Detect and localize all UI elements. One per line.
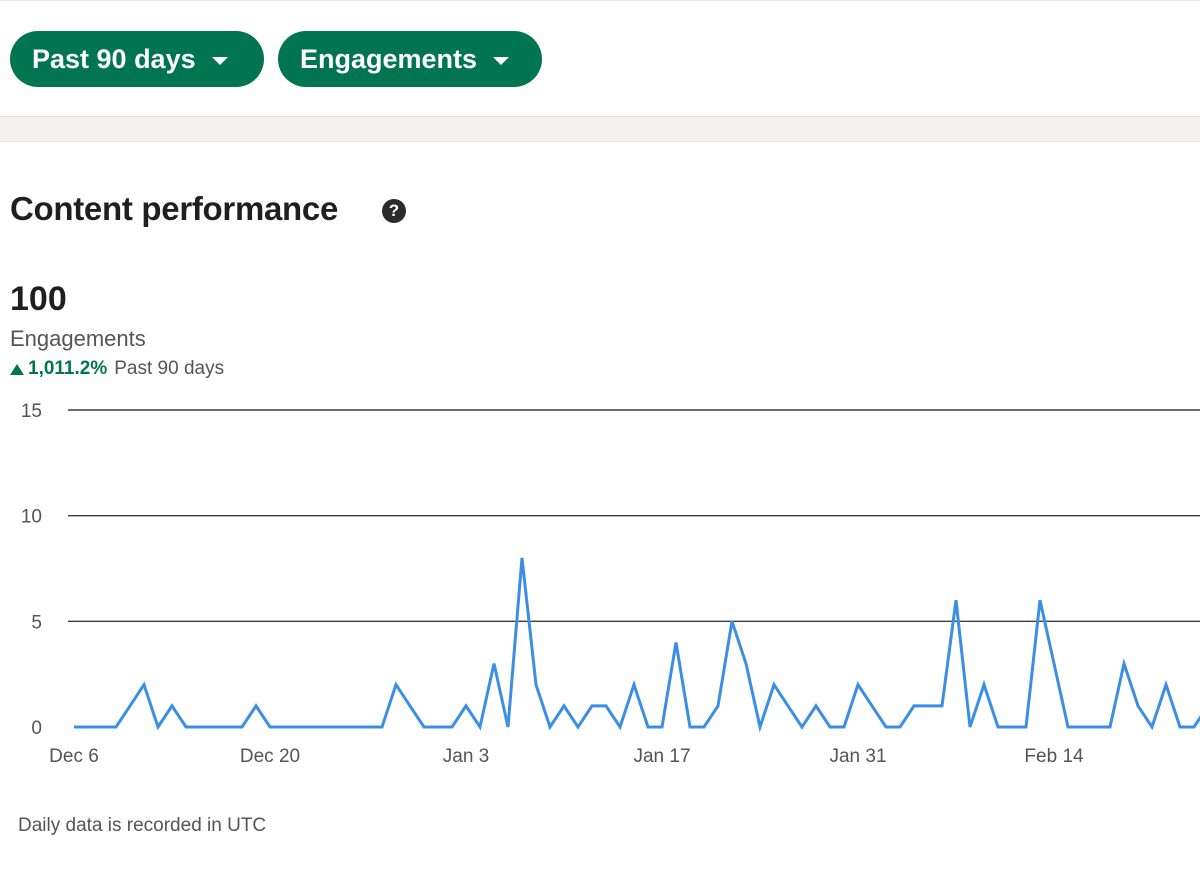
x-tick-label: Dec 6 [49, 746, 99, 767]
question-circle-icon[interactable]: ? [382, 199, 406, 223]
metric-label: Engagements [300, 43, 478, 74]
engagements-label: Engagements [10, 326, 146, 351]
chart-svg: 0 5 10 15 Dec 6 Dec 20 Jan 3 Jan 17 Jan 31 Feb 14 [21, 401, 1200, 767]
change-percentage: 1,011.2% [28, 358, 108, 379]
engagements-total: 100 [10, 280, 67, 318]
x-tick-label: Jan 17 [633, 746, 690, 767]
y-tick-label: 15 [21, 401, 42, 422]
change-period: Past 90 days [114, 358, 225, 379]
date-range-dropdown[interactable]: Past 90 days [10, 31, 264, 87]
utc-footnote: Daily data is recorded in UTC [18, 815, 267, 836]
x-tick-label: Jan 31 [829, 746, 886, 767]
caret-down-icon [493, 56, 510, 65]
metric-dropdown[interactable]: Engagements [278, 31, 542, 87]
section-title: Content performance [10, 190, 339, 227]
y-tick-label: 5 [31, 612, 42, 633]
section-divider [0, 116, 1200, 142]
filter-bar: Past 90 days Engagements [0, 0, 1200, 117]
x-tick-label: Jan 3 [443, 746, 489, 767]
triangle-up-icon [10, 363, 24, 375]
x-tick-label: Dec 20 [240, 746, 300, 767]
caret-down-icon [211, 56, 228, 65]
x-tick-label: Feb 14 [1024, 746, 1084, 767]
engagements-line-chart: 0 5 10 15 Dec 6 Dec 20 Jan 3 Jan 17 Jan 31 Feb 14 [0, 390, 1200, 780]
date-range-label: Past 90 days [32, 43, 196, 74]
engagements-change: 1,011.2% Past 90 days [10, 358, 224, 380]
y-tick-label: 0 [31, 718, 42, 739]
y-tick-label: 10 [21, 507, 42, 528]
engagements-series-line [74, 557, 1200, 733]
